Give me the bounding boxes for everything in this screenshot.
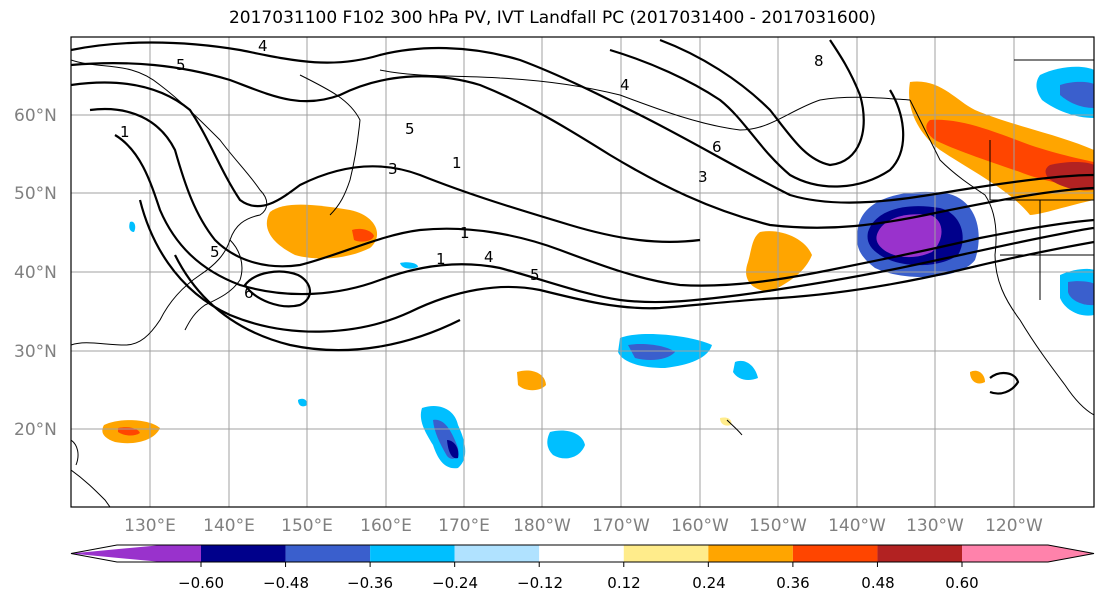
colorbar-swatch (539, 545, 624, 562)
lon-label: 130°W (906, 516, 964, 536)
lat-label: 30°N (14, 342, 57, 362)
colorbar-extend-low (71, 545, 201, 562)
colorbar-tick: −0.48 (263, 574, 309, 592)
lon-label: 150°E (281, 516, 333, 536)
contour-label: 1 (436, 250, 446, 268)
colorbar (70, 544, 1095, 567)
contour-label: 5 (405, 120, 415, 138)
latitude-labels: 60°N 50°N 40°N 30°N 20°N (14, 106, 57, 440)
contour-label: 3 (698, 168, 708, 186)
colorbar-tick: −0.24 (432, 574, 478, 592)
colorbar-swatch (201, 545, 286, 562)
lat-label: 60°N (14, 106, 57, 126)
lon-label: 170°W (592, 516, 650, 536)
contour-label: 3 (388, 160, 398, 178)
contour-label: 6 (712, 138, 722, 156)
colorbar-tick: 0.48 (861, 574, 894, 592)
colorbar-tick: 0.12 (607, 574, 640, 592)
lon-label: 130°E (124, 516, 176, 536)
lon-label: 150°W (749, 516, 807, 536)
lat-label: 50°N (14, 184, 57, 204)
map-title: 2017031100 F102 300 hPa PV, IVT Landfall… (228, 8, 876, 28)
contour-label: 5 (530, 266, 540, 284)
lat-label: 20°N (14, 420, 57, 440)
colorbar-swatch (877, 545, 962, 562)
colorbar-swatch (370, 545, 455, 562)
coastlines (71, 59, 1094, 507)
lon-label: 160°E (360, 516, 412, 536)
lon-label: 120°W (985, 516, 1043, 536)
contour-labels: 4 5 1 5 3 1 3 8 4 1 6 6 5 4 5 1 (120, 37, 824, 302)
lat-label: 40°N (14, 263, 57, 283)
colorbar-tick: −0.12 (517, 574, 563, 592)
colorbar-tick: 0.24 (692, 574, 725, 592)
colorbar-swatch (285, 545, 371, 562)
contour-label: 1 (460, 224, 470, 242)
colorbar-outline (70, 544, 1095, 563)
contour-label: 4 (258, 37, 268, 55)
lon-label: 160°W (671, 516, 729, 536)
contour-label: 4 (620, 76, 630, 94)
contour-label: 1 (120, 123, 130, 141)
colorbar-swatch (454, 545, 540, 562)
lon-label: 140°E (203, 516, 255, 536)
lon-label: 180°W (513, 516, 571, 536)
colorbar-tick: −0.60 (178, 574, 224, 592)
colorbar-tick: 0.60 (945, 574, 978, 592)
colorbar-swatch (623, 545, 709, 562)
contour-label: 6 (244, 284, 254, 302)
contour-label: 4 (484, 248, 494, 266)
map-frame (70, 36, 1095, 508)
colorbar-swatch (792, 545, 878, 562)
colorbar-swatch (708, 545, 793, 562)
pv-contours (71, 38, 1094, 395)
longitude-labels: 130°E 140°E 150°E 160°E 170°E 180°W 170°… (124, 516, 1043, 536)
contour-label: 1 (452, 154, 462, 172)
contour-label: 8 (814, 52, 824, 70)
lon-label: 170°E (438, 516, 490, 536)
colorbar-extend-high (962, 545, 1094, 562)
colorbar-tick: −0.36 (347, 574, 393, 592)
colorbar-tick-labels: −0.60 −0.48 −0.36 −0.24 −0.12 0.12 0.24 … (178, 574, 979, 592)
contour-label: 5 (210, 243, 220, 261)
contour-label: 5 (176, 56, 186, 74)
colorbar-tick: 0.36 (776, 574, 809, 592)
map-graticule (71, 37, 1094, 507)
lon-label: 140°W (828, 516, 886, 536)
